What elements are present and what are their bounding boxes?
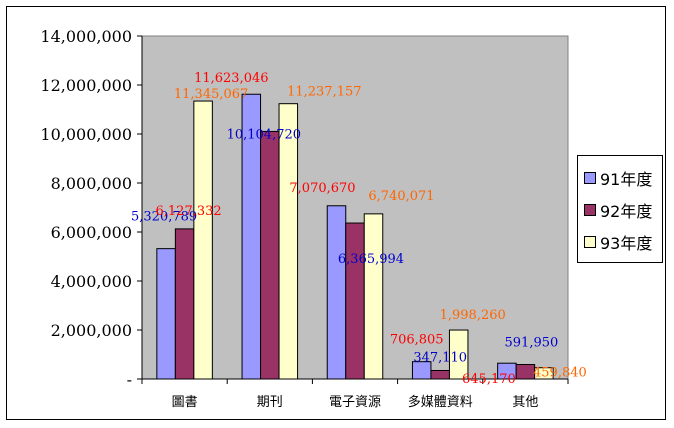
bar-1-0 <box>174 228 195 380</box>
bar-2-4 <box>534 367 554 380</box>
data-label: 5,320,789 <box>131 210 197 225</box>
y-tick-label: 4,000,000 <box>51 272 132 291</box>
bar-2-3 <box>448 329 469 380</box>
data-label: 6,740,071 <box>368 189 434 204</box>
data-label: 1,998,260 <box>440 308 506 323</box>
bar-1-2 <box>345 222 365 380</box>
data-label: 347,110 <box>413 350 467 365</box>
legend-swatch-93 <box>584 236 596 248</box>
x-tick-label: 期刊 <box>257 395 283 410</box>
y-tick-label: 10,000,000 <box>40 125 132 144</box>
x-tick-label: 電子資源 <box>329 395 381 410</box>
legend-swatch-92 <box>584 204 596 216</box>
legend-item-93: 93年度 <box>584 232 653 253</box>
x-tick-label: 圖書 <box>172 395 198 410</box>
chart-legend: 91年度 92年度 93年度 <box>577 155 663 263</box>
data-label: 10,104,720 <box>227 127 301 142</box>
y-tick-label: 6,000,000 <box>51 223 132 242</box>
data-label: 591,950 <box>505 335 559 350</box>
legend-item-92: 92年度 <box>584 200 653 221</box>
y-tick-label: - <box>127 370 132 389</box>
data-label: 6,365,994 <box>338 252 404 267</box>
data-label: 7,070,670 <box>289 181 355 196</box>
bar-1-4 <box>515 363 536 380</box>
data-label: 459,840 <box>533 366 587 381</box>
bar-1-1 <box>260 130 280 380</box>
y-tick-label: 12,000,000 <box>40 76 132 95</box>
y-tick-label: 14,000,000 <box>40 27 132 46</box>
data-label: 645,170 <box>462 372 516 387</box>
bar-2-2 <box>363 213 384 380</box>
data-label: 11,345,067 <box>174 87 248 102</box>
legend-label-91: 91年度 <box>600 170 653 189</box>
legend-swatch-91 <box>584 172 596 184</box>
legend-label-93: 93年度 <box>600 234 653 253</box>
legend-label-92: 92年度 <box>600 202 653 221</box>
data-label: 11,237,157 <box>287 85 361 100</box>
data-label: 6,127,332 <box>156 204 222 219</box>
bar-2-0 <box>193 100 213 380</box>
y-tick-label: 2,000,000 <box>51 321 132 340</box>
x-tick-label: 多媒體資料 <box>408 394 473 410</box>
y-tick-label: 8,000,000 <box>51 174 132 193</box>
bar-0-2 <box>326 205 347 380</box>
legend-item-91: 91年度 <box>584 168 653 189</box>
data-label: 706,805 <box>390 333 444 348</box>
bar-0-0 <box>156 248 176 380</box>
data-label: 11,623,046 <box>194 71 268 86</box>
bar-2-1 <box>278 103 299 380</box>
bar-1-3 <box>430 369 450 380</box>
x-tick-label: 其他 <box>512 395 538 410</box>
